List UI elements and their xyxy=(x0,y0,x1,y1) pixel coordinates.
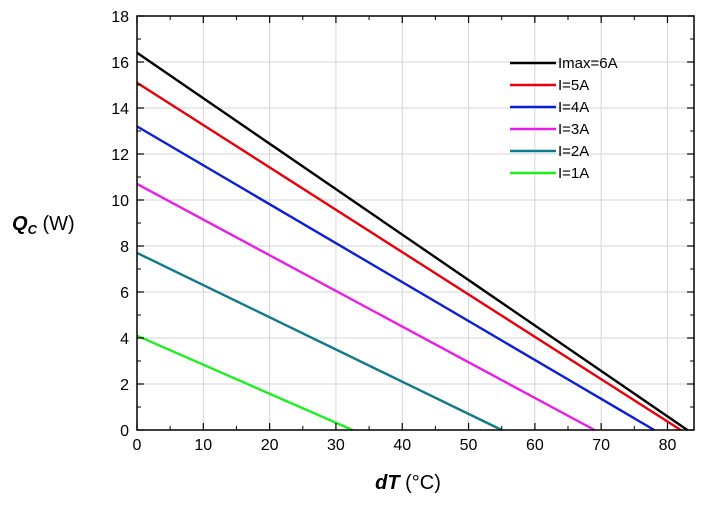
x-tick-label: 10 xyxy=(194,437,212,454)
series-line xyxy=(136,81,682,432)
y-tick-label: 6 xyxy=(120,285,129,302)
x-tick-label: 30 xyxy=(327,437,345,454)
legend: Imax=6A I=5A I=4A I=3A I=2A I=1A xyxy=(510,55,618,182)
legend-label: I=4A xyxy=(558,99,589,116)
axis-ticks: 0 10 20 30 40 50 60 70 80 0 2 4 6 8 10 12 14 16 18 xyxy=(111,9,694,454)
series-line xyxy=(136,334,353,432)
series-lines xyxy=(136,51,689,432)
y-axis-subscript: C xyxy=(28,222,38,237)
plot-frame xyxy=(136,15,695,431)
y-axis-symbol: Q xyxy=(12,213,28,235)
y-axis-unit: (W) xyxy=(37,213,75,235)
x-tick-label: 70 xyxy=(592,437,610,454)
series-line xyxy=(136,182,596,432)
legend-label: I=5A xyxy=(558,77,589,94)
series-line xyxy=(136,125,655,432)
series-line xyxy=(136,51,689,431)
legend-label: I=2A xyxy=(558,143,589,160)
x-tick-label: 0 xyxy=(133,437,142,454)
legend-label: I=1A xyxy=(558,165,589,182)
x-axis-symbol: dT xyxy=(375,472,401,494)
x-tick-label: 20 xyxy=(261,437,279,454)
y-tick-label: 0 xyxy=(120,423,129,440)
grid xyxy=(136,15,694,431)
x-axis-label: dT (°C) xyxy=(375,472,441,494)
y-tick-label: 16 xyxy=(111,55,129,72)
x-tick-label: 80 xyxy=(659,437,677,454)
legend-label: Imax=6A xyxy=(558,55,618,72)
series-line xyxy=(136,251,503,432)
x-axis-unit: (°C) xyxy=(400,472,441,494)
y-tick-label: 10 xyxy=(111,193,129,210)
legend-label: I=3A xyxy=(558,121,589,138)
y-axis-label: QC (W) xyxy=(12,213,75,237)
y-tick-label: 2 xyxy=(120,377,129,394)
x-tick-label: 50 xyxy=(460,437,478,454)
y-tick-label: 8 xyxy=(120,239,129,256)
y-tick-label: 12 xyxy=(111,147,129,164)
x-tick-label: 40 xyxy=(393,437,411,454)
x-tick-label: 60 xyxy=(526,437,544,454)
y-tick-label: 4 xyxy=(120,331,129,348)
y-tick-label: 18 xyxy=(111,9,129,26)
y-tick-label: 14 xyxy=(111,101,129,118)
